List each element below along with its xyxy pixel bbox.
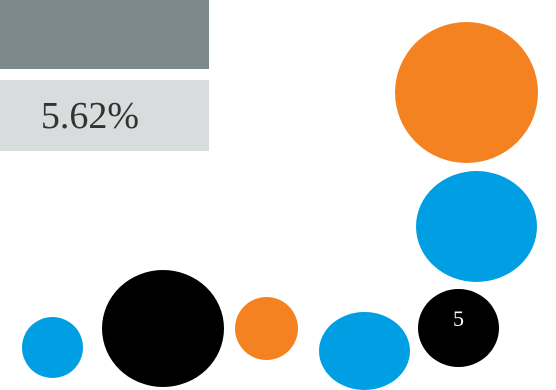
- black-circle-large: [102, 270, 224, 387]
- value-bar: 5.62%: [0, 80, 209, 151]
- black-page-circle: 5: [418, 289, 499, 367]
- page-number: 5: [453, 306, 464, 331]
- orange-circle-large: [395, 22, 538, 163]
- blue-circle-large: [416, 171, 537, 282]
- percentage-value: 5.62%: [40, 95, 139, 137]
- orange-circle-small: [235, 297, 298, 360]
- blue-circle-small: [22, 317, 83, 378]
- blue-circle-bottom-right: [319, 312, 410, 390]
- header-bar: [0, 0, 209, 69]
